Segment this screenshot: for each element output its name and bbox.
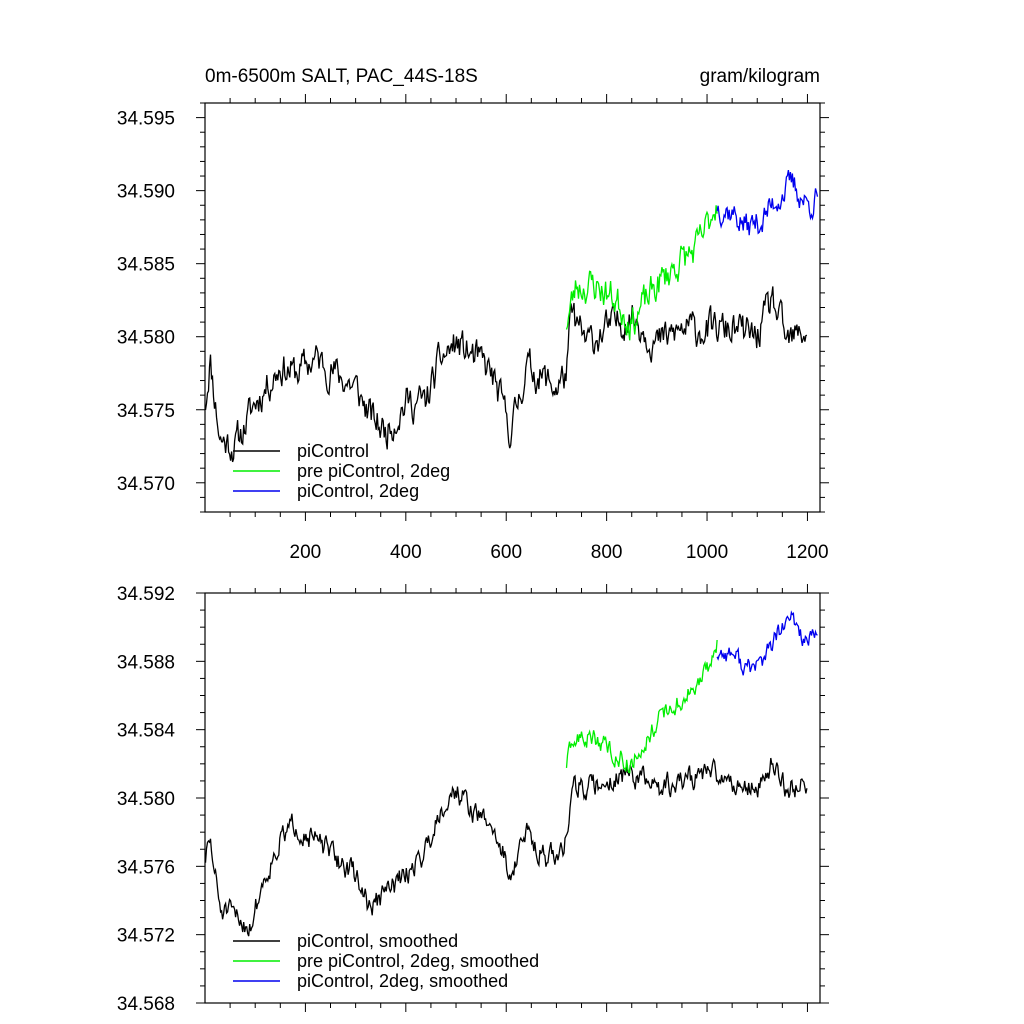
- series-line-2: [565, 205, 718, 341]
- y-tick-label: 34.576: [117, 857, 175, 878]
- y-tick-label: 34.588: [117, 652, 175, 673]
- y-tick-label: 34.580: [117, 328, 175, 349]
- series-line-2: [565, 639, 718, 774]
- x-tick-label: 1200: [786, 542, 828, 563]
- y-tick-label: 34.592: [117, 584, 175, 605]
- legend-label: piControl, 2deg, smoothed: [297, 971, 508, 991]
- y-tick-label: 34.590: [117, 182, 175, 203]
- y-tick-label: 34.585: [117, 255, 175, 276]
- y-tick-label: 34.570: [117, 474, 175, 495]
- x-tick-label: 800: [591, 542, 623, 563]
- legend-label: pre piControl, 2deg: [297, 461, 450, 481]
- y-tick-label: 34.584: [117, 721, 176, 742]
- legend-label: piControl, 2deg: [297, 481, 419, 501]
- series-line-3: [716, 169, 819, 236]
- legend-label: pre piControl, 2deg, smoothed: [297, 951, 539, 971]
- chart-title: 0m-6500m SALT, PAC_44S-18S: [205, 66, 478, 87]
- series-line-1: [205, 286, 808, 463]
- x-tick-label: 1000: [686, 542, 728, 563]
- chart-units: gram/kilogram: [700, 66, 820, 87]
- chart-panel-2: 34.568 34.572 34.576 34.580 34.584 34.588 34.5…: [117, 584, 829, 1015]
- y-tick-label: 34.568: [117, 994, 175, 1015]
- y-tick-label: 34.575: [117, 401, 175, 422]
- legend-label: piControl, smoothed: [297, 931, 458, 951]
- y-tick-label: 34.595: [117, 109, 175, 130]
- series-line-3: [716, 610, 818, 676]
- series-line-1: [205, 757, 808, 937]
- legend-label: piControl: [297, 441, 369, 461]
- x-tick-label: 600: [490, 542, 522, 563]
- y-tick-label: 34.572: [117, 926, 175, 947]
- x-tick-label: 200: [290, 542, 322, 563]
- x-tick-label: 400: [390, 542, 422, 563]
- y-tick-label: 34.580: [117, 789, 175, 810]
- chart-panel-1: 0m-6500m SALT, PAC_44S-18S gram/kilogram 3…: [117, 66, 829, 563]
